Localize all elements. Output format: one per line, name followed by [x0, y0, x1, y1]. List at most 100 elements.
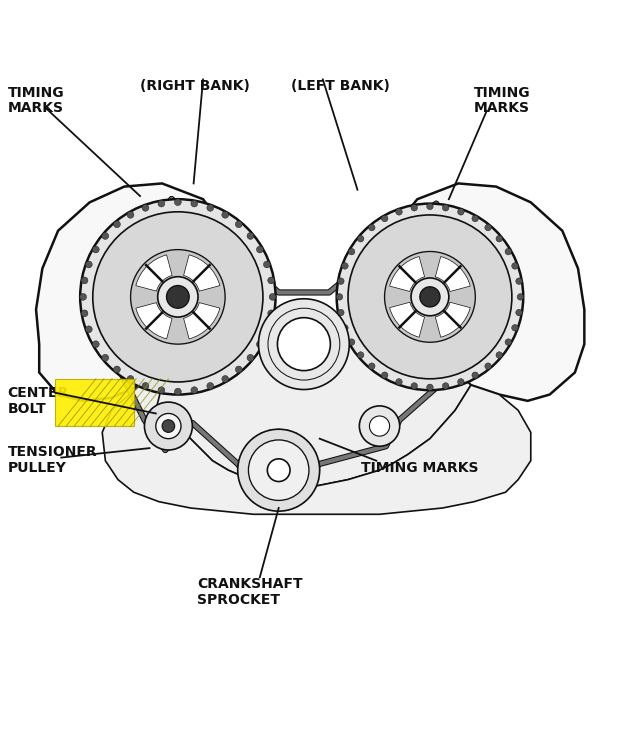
Circle shape	[253, 500, 256, 503]
Circle shape	[442, 205, 449, 211]
Circle shape	[302, 500, 305, 503]
Circle shape	[302, 437, 305, 441]
Circle shape	[237, 469, 241, 472]
Circle shape	[286, 430, 289, 433]
Circle shape	[313, 451, 316, 454]
Circle shape	[162, 419, 175, 432]
Circle shape	[130, 250, 225, 344]
Circle shape	[516, 309, 522, 316]
Circle shape	[337, 203, 523, 390]
Circle shape	[516, 278, 522, 285]
Circle shape	[277, 317, 330, 370]
Wedge shape	[184, 302, 220, 339]
Text: CENTER
BOLT: CENTER BOLT	[8, 387, 69, 416]
Circle shape	[358, 352, 364, 358]
Circle shape	[268, 310, 275, 317]
Circle shape	[472, 215, 479, 222]
Polygon shape	[140, 313, 471, 486]
Circle shape	[411, 383, 418, 389]
Circle shape	[442, 383, 449, 389]
Circle shape	[511, 325, 518, 331]
Circle shape	[458, 209, 464, 215]
Circle shape	[358, 235, 364, 242]
Circle shape	[260, 433, 263, 436]
Circle shape	[348, 215, 512, 378]
Circle shape	[238, 478, 242, 481]
Text: (LEFT BANK): (LEFT BANK)	[291, 80, 390, 93]
Circle shape	[85, 326, 92, 333]
Text: (RIGHT BANK): (RIGHT BANK)	[140, 80, 250, 93]
Circle shape	[411, 205, 418, 211]
Text: TIMING
MARKS: TIMING MARKS	[474, 86, 530, 115]
Circle shape	[256, 340, 263, 348]
Circle shape	[294, 504, 298, 507]
Wedge shape	[436, 256, 470, 291]
Circle shape	[308, 493, 311, 497]
Polygon shape	[102, 360, 531, 514]
Circle shape	[207, 204, 214, 212]
Circle shape	[368, 363, 375, 370]
Circle shape	[241, 486, 244, 489]
Circle shape	[277, 429, 280, 432]
Circle shape	[411, 278, 449, 316]
Text: TIMING
MARKS: TIMING MARKS	[8, 86, 65, 115]
Circle shape	[368, 224, 375, 231]
Circle shape	[81, 277, 88, 284]
Wedge shape	[436, 302, 470, 337]
Circle shape	[336, 294, 342, 300]
Circle shape	[85, 261, 92, 268]
Circle shape	[385, 252, 475, 342]
Wedge shape	[136, 255, 172, 291]
Circle shape	[337, 278, 344, 285]
Circle shape	[485, 224, 491, 231]
Circle shape	[158, 200, 165, 207]
Polygon shape	[383, 183, 584, 401]
Circle shape	[175, 199, 181, 206]
Circle shape	[92, 340, 99, 348]
Circle shape	[222, 212, 229, 218]
Circle shape	[382, 372, 388, 378]
Circle shape	[360, 406, 399, 446]
Circle shape	[113, 221, 120, 228]
Circle shape	[472, 372, 479, 378]
Circle shape	[191, 387, 197, 393]
Circle shape	[263, 326, 270, 333]
Circle shape	[156, 413, 181, 439]
Circle shape	[268, 277, 275, 284]
Circle shape	[247, 355, 254, 361]
Circle shape	[286, 507, 289, 510]
Circle shape	[142, 382, 149, 390]
Circle shape	[269, 294, 276, 300]
Circle shape	[246, 444, 249, 447]
Circle shape	[93, 212, 263, 382]
Circle shape	[166, 285, 189, 308]
Circle shape	[382, 215, 388, 222]
Circle shape	[268, 507, 272, 510]
Circle shape	[258, 299, 349, 390]
Circle shape	[316, 478, 319, 481]
Circle shape	[92, 246, 99, 253]
Circle shape	[294, 433, 298, 436]
Circle shape	[235, 221, 242, 228]
Circle shape	[505, 339, 511, 346]
Circle shape	[267, 459, 290, 481]
Circle shape	[102, 232, 109, 239]
Circle shape	[308, 444, 311, 447]
Circle shape	[127, 375, 134, 382]
Circle shape	[102, 355, 109, 361]
Wedge shape	[390, 256, 425, 291]
Circle shape	[396, 209, 402, 215]
Circle shape	[496, 352, 503, 358]
Circle shape	[342, 325, 348, 331]
Circle shape	[142, 204, 149, 212]
Circle shape	[511, 263, 518, 269]
Polygon shape	[36, 183, 238, 401]
Wedge shape	[390, 302, 425, 337]
Text: CRANKSHAFT
SPROCKET: CRANKSHAFT SPROCKET	[197, 577, 303, 607]
Circle shape	[80, 294, 87, 300]
Circle shape	[505, 248, 511, 255]
Circle shape	[263, 261, 270, 268]
Bar	[55, 378, 134, 426]
Circle shape	[337, 309, 344, 316]
Circle shape	[247, 232, 254, 239]
